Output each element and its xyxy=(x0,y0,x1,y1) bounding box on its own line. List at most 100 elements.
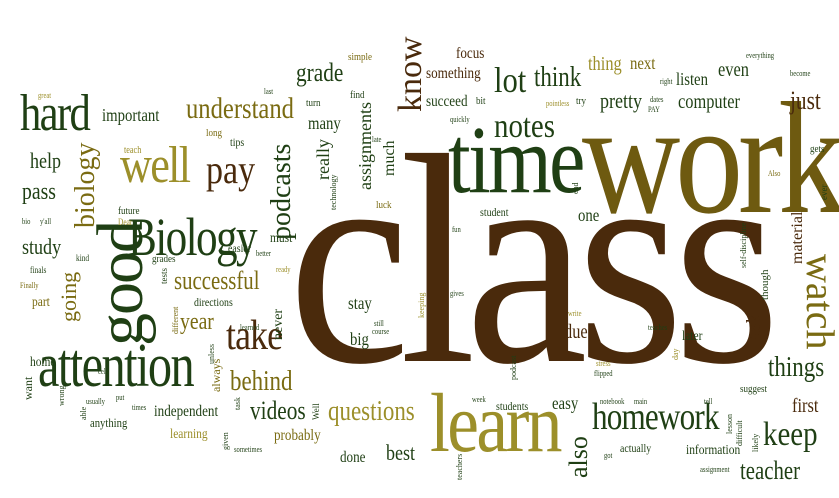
word-suggest: suggest xyxy=(740,383,768,395)
word-learned: learned xyxy=(240,323,260,332)
word-difficult: difficult xyxy=(735,420,744,446)
word-videos: videos xyxy=(250,396,306,425)
word-listen: listen xyxy=(676,69,708,89)
word-even: even xyxy=(718,59,749,81)
word-keep: keep xyxy=(763,416,818,453)
word-pretty: pretty xyxy=(600,88,643,113)
word-better: better xyxy=(256,249,271,258)
word-pointless: pointless xyxy=(546,99,570,108)
word-behind: behind xyxy=(230,366,293,397)
word-stress: stress xyxy=(596,359,611,368)
word-put: put xyxy=(116,393,125,402)
word-biology-big: Biology xyxy=(128,207,258,267)
word-tell: tell xyxy=(704,397,713,406)
word-probably: probably xyxy=(274,427,321,444)
word-teach: teach xyxy=(124,145,142,156)
word-lesson: lesson xyxy=(725,414,734,434)
word-quickly: quickly xyxy=(450,115,470,124)
word-podcasts: podcasts xyxy=(266,143,297,240)
word-gives: gives xyxy=(450,289,464,298)
word-going: going xyxy=(56,271,81,322)
word-able: able xyxy=(79,406,88,420)
word-due: due xyxy=(564,321,588,343)
word-tests: tests xyxy=(159,267,169,284)
word-something: something xyxy=(426,65,481,82)
word-one: one xyxy=(578,205,600,225)
word-wrong: wrong xyxy=(57,385,66,406)
word-easier: easier xyxy=(228,241,251,255)
word-much: much xyxy=(381,140,398,176)
word-thing: thing xyxy=(588,53,622,75)
word-many: many xyxy=(308,113,341,133)
word-gets: gets xyxy=(810,143,825,155)
word-want: want xyxy=(21,376,35,400)
word-homework: homework xyxy=(592,396,720,438)
word-assignments: assignments xyxy=(355,102,375,190)
word-time: time xyxy=(448,106,585,213)
word-big: big xyxy=(350,329,369,349)
word-keeping: keeping xyxy=(417,292,426,318)
word-best: best xyxy=(386,440,416,465)
word-know: know xyxy=(392,36,429,112)
word-also-small: Also xyxy=(768,169,781,178)
word-student: student xyxy=(480,205,509,219)
word-flipped: flipped xyxy=(594,369,613,378)
word-self-discipline: self-discipline xyxy=(739,222,748,268)
word-notes: notes xyxy=(494,108,556,145)
word-done: done xyxy=(340,449,366,466)
word-last: last xyxy=(264,87,274,96)
word-given: given xyxy=(221,432,230,450)
word-first: first xyxy=(792,395,819,417)
word-fun: fun xyxy=(452,225,461,234)
word-finals: finals xyxy=(30,265,47,275)
word-day: day xyxy=(671,348,680,360)
word-biology: biology xyxy=(70,142,101,228)
word-attention: attention xyxy=(38,332,195,400)
word-long: long xyxy=(206,127,223,139)
word-simple: simple xyxy=(348,51,373,63)
word-pass: pass xyxy=(22,179,56,205)
word-teaches: teaches xyxy=(648,323,668,332)
word-bio: bio xyxy=(22,217,31,226)
word-dear: Dear xyxy=(118,217,133,227)
word-successful: successful xyxy=(174,266,260,295)
word-usually: usually xyxy=(86,397,105,406)
word-stay: stay xyxy=(348,293,372,313)
word-find: find xyxy=(350,89,365,101)
word-part: part xyxy=(32,295,50,310)
word-watch: watch xyxy=(798,254,839,350)
word-teacher: teacher xyxy=(740,456,801,485)
word-think: think xyxy=(534,62,582,93)
word-understand: understand xyxy=(186,92,294,125)
word-try: try xyxy=(576,95,587,107)
word-different: different xyxy=(171,306,180,334)
word-podcast: podcast xyxy=(509,355,518,380)
word-well: well xyxy=(120,137,191,194)
word-finally: Finally xyxy=(20,281,39,290)
word-task: task xyxy=(233,397,242,410)
word-easy: easy xyxy=(552,393,579,413)
word-learning: learning xyxy=(170,427,208,442)
word-technology: technology xyxy=(329,174,338,210)
word-kind: kind xyxy=(76,253,90,263)
word-material: material xyxy=(789,211,806,264)
word-grade: grade xyxy=(296,58,344,87)
word-also: also xyxy=(564,436,593,478)
word-questions: questions xyxy=(328,396,415,427)
word-pay-caps: PAY xyxy=(648,105,660,114)
word-class: class xyxy=(288,94,780,426)
word-take: take xyxy=(226,313,283,359)
word-information: information xyxy=(686,443,741,458)
word-tips: tips xyxy=(230,135,245,149)
word-year: year xyxy=(180,309,214,335)
word-computer: computer xyxy=(678,91,740,113)
word-pay: pay xyxy=(206,147,256,192)
word-end: end xyxy=(571,182,580,194)
word-succeed: succeed xyxy=(426,93,468,110)
word-late: late xyxy=(372,135,382,144)
word-lot: lot xyxy=(494,60,527,100)
word-bit: bit xyxy=(476,95,486,107)
word-later: later xyxy=(682,329,703,344)
word-help: help xyxy=(30,148,62,173)
